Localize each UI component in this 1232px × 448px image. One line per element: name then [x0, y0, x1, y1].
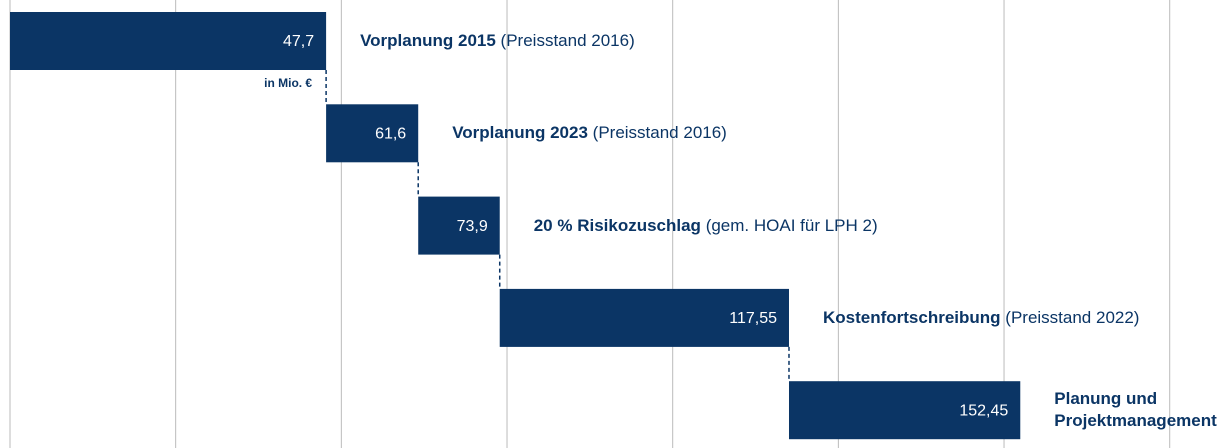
value-label: 152,45	[959, 402, 1008, 419]
bar	[326, 104, 419, 163]
category-name: Vorplanung 2023	[452, 123, 588, 143]
bar	[418, 196, 500, 255]
category-name: Kostenfortschreibung	[822, 307, 1001, 327]
category-note: (gem. HOAI für LPH 2)	[705, 215, 878, 235]
value-label: 117,55	[729, 310, 777, 327]
category-name: 20 % Risikozuschlag	[533, 215, 701, 235]
category-label: Vorplanung 2015 (Preisstand 2016)	[360, 30, 635, 52]
value-label: 47,7	[283, 33, 314, 50]
category-name: Planung und Projektmanagement	[1054, 389, 1217, 431]
value-label: 61,6	[375, 126, 406, 143]
bar	[499, 288, 789, 347]
category-label: Vorplanung 2023 (Preisstand 2016)	[452, 122, 727, 144]
bar	[788, 381, 1021, 440]
category-note: (Preisstand 2016)	[592, 123, 727, 143]
unit-box: in Mio. €	[264, 76, 312, 90]
unit-label: in Mio. €	[264, 76, 313, 90]
value-label: 73,9	[457, 218, 488, 235]
bar	[10, 12, 327, 70]
category-label: 20 % Risikozuschlag (gem. HOAI für LPH 2…	[534, 215, 878, 237]
category-note: (Preisstand 2022)	[1005, 307, 1140, 327]
category-name: Vorplanung 2015	[360, 31, 496, 50]
category-label: Planung und Projektmanagement	[1054, 388, 1232, 432]
category-label: Kostenfortschreibung (Preisstand 2022)	[823, 307, 1139, 329]
category-note: (Preisstand 2016)	[500, 31, 635, 50]
